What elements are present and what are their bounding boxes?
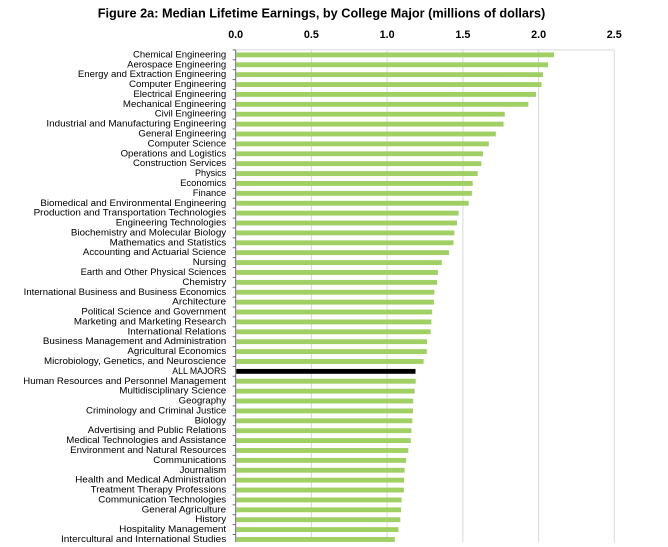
svg-text:Nursing: Nursing: [193, 257, 226, 267]
svg-text:Medical Technologies and Assis: Medical Technologies and Assistance: [66, 435, 226, 445]
svg-text:Treatment Therapy Professions: Treatment Therapy Professions: [91, 485, 227, 495]
svg-text:Computer Science: Computer Science: [148, 138, 227, 148]
svg-text:Biochemistry and Molecular Bio: Biochemistry and Molecular Biology: [71, 227, 227, 237]
svg-text:Communications: Communications: [153, 455, 226, 465]
svg-text:2.0: 2.0: [531, 29, 546, 41]
svg-text:Intercultural and Internationa: Intercultural and International Studies: [61, 534, 227, 542]
svg-text:Communication Technologies: Communication Technologies: [98, 494, 226, 504]
svg-text:0.0: 0.0: [228, 29, 243, 41]
svg-text:Earth and Other Physical Scien: Earth and Other Physical Sciences: [81, 267, 227, 277]
svg-text:Accounting and Actuarial Scien: Accounting and Actuarial Science: [83, 247, 226, 257]
svg-text:1.5: 1.5: [455, 29, 470, 41]
svg-text:Architecture: Architecture: [172, 297, 226, 307]
svg-text:Industrial and Manufacturing E: Industrial and Manufacturing Engineering: [46, 119, 226, 129]
svg-text:General Agriculture: General Agriculture: [142, 504, 227, 514]
svg-text:Engineering Technologies: Engineering Technologies: [116, 218, 227, 228]
svg-text:Political Science and Governme: Political Science and Government: [81, 307, 226, 317]
svg-text:Journalism: Journalism: [180, 465, 227, 475]
svg-text:Marketing and Marketing Resear: Marketing and Marketing Research: [74, 316, 226, 326]
svg-text:Microbiology, Genetics, and Ne: Microbiology, Genetics, and Neuroscience: [44, 356, 226, 366]
svg-text:Biomedical and Environmental E: Biomedical and Environmental Engineering: [40, 198, 226, 208]
svg-text:Mechanical Engineering: Mechanical Engineering: [123, 99, 226, 109]
svg-text:2.5: 2.5: [607, 29, 622, 41]
svg-text:Advertising and Public Relatio: Advertising and Public Relations: [88, 425, 227, 435]
svg-text:Business Management and Admini: Business Management and Administration: [43, 336, 226, 346]
svg-text:General Engineering: General Engineering: [138, 129, 226, 139]
svg-text:Environment and Natural Resour: Environment and Natural Resources: [70, 445, 226, 455]
svg-text:Multidisciplinary Science: Multidisciplinary Science: [119, 386, 226, 396]
svg-text:Biology: Biology: [195, 415, 227, 425]
svg-text:Mathematics and Statistics: Mathematics and Statistics: [110, 237, 227, 247]
svg-text:ALL MAJORS: ALL MAJORS: [172, 366, 226, 376]
svg-text:Electrical Engineering: Electrical Engineering: [133, 89, 226, 99]
svg-text:Operations and Logistics: Operations and Logistics: [121, 148, 227, 158]
svg-text:Construction Services: Construction Services: [133, 158, 227, 168]
svg-text:Criminology and Criminal Justi: Criminology and Criminal Justice: [86, 405, 226, 415]
svg-text:Aerospace Engineering: Aerospace Engineering: [127, 59, 226, 69]
svg-text:International Business and Bus: International Business and Business Econ…: [24, 287, 227, 297]
svg-text:History: History: [195, 514, 226, 524]
svg-text:Civil Engineering: Civil Engineering: [155, 109, 226, 119]
svg-text:Chemistry: Chemistry: [182, 277, 226, 287]
svg-text:Production and Transportation: Production and Transportation Technologi…: [34, 208, 227, 218]
svg-text:Finance: Finance: [193, 188, 226, 198]
svg-text:0.5: 0.5: [304, 29, 319, 41]
svg-text:Health and Medical Administrat: Health and Medical Administration: [75, 475, 226, 485]
svg-text:Chemical Engineering: Chemical Engineering: [133, 49, 226, 59]
svg-text:Economics: Economics: [180, 178, 226, 188]
svg-text:Figure 2a: Median Lifetime Ear: Figure 2a: Median Lifetime Earnings, by …: [98, 6, 546, 20]
svg-text:Agricultural Economics: Agricultural Economics: [127, 346, 226, 356]
svg-text:Human Resources and Personnel: Human Resources and Personnel Management: [23, 376, 226, 386]
svg-text:1.0: 1.0: [380, 29, 395, 41]
svg-text:Hospitality Management: Hospitality Management: [119, 524, 226, 534]
svg-text:Energy and Extraction Engineer: Energy and Extraction Engineering: [78, 69, 226, 79]
svg-text:International Relations: International Relations: [128, 326, 227, 336]
svg-text:Geography: Geography: [179, 396, 227, 406]
svg-text:Computer Engineering: Computer Engineering: [129, 79, 226, 89]
svg-text:Physics: Physics: [195, 168, 227, 178]
